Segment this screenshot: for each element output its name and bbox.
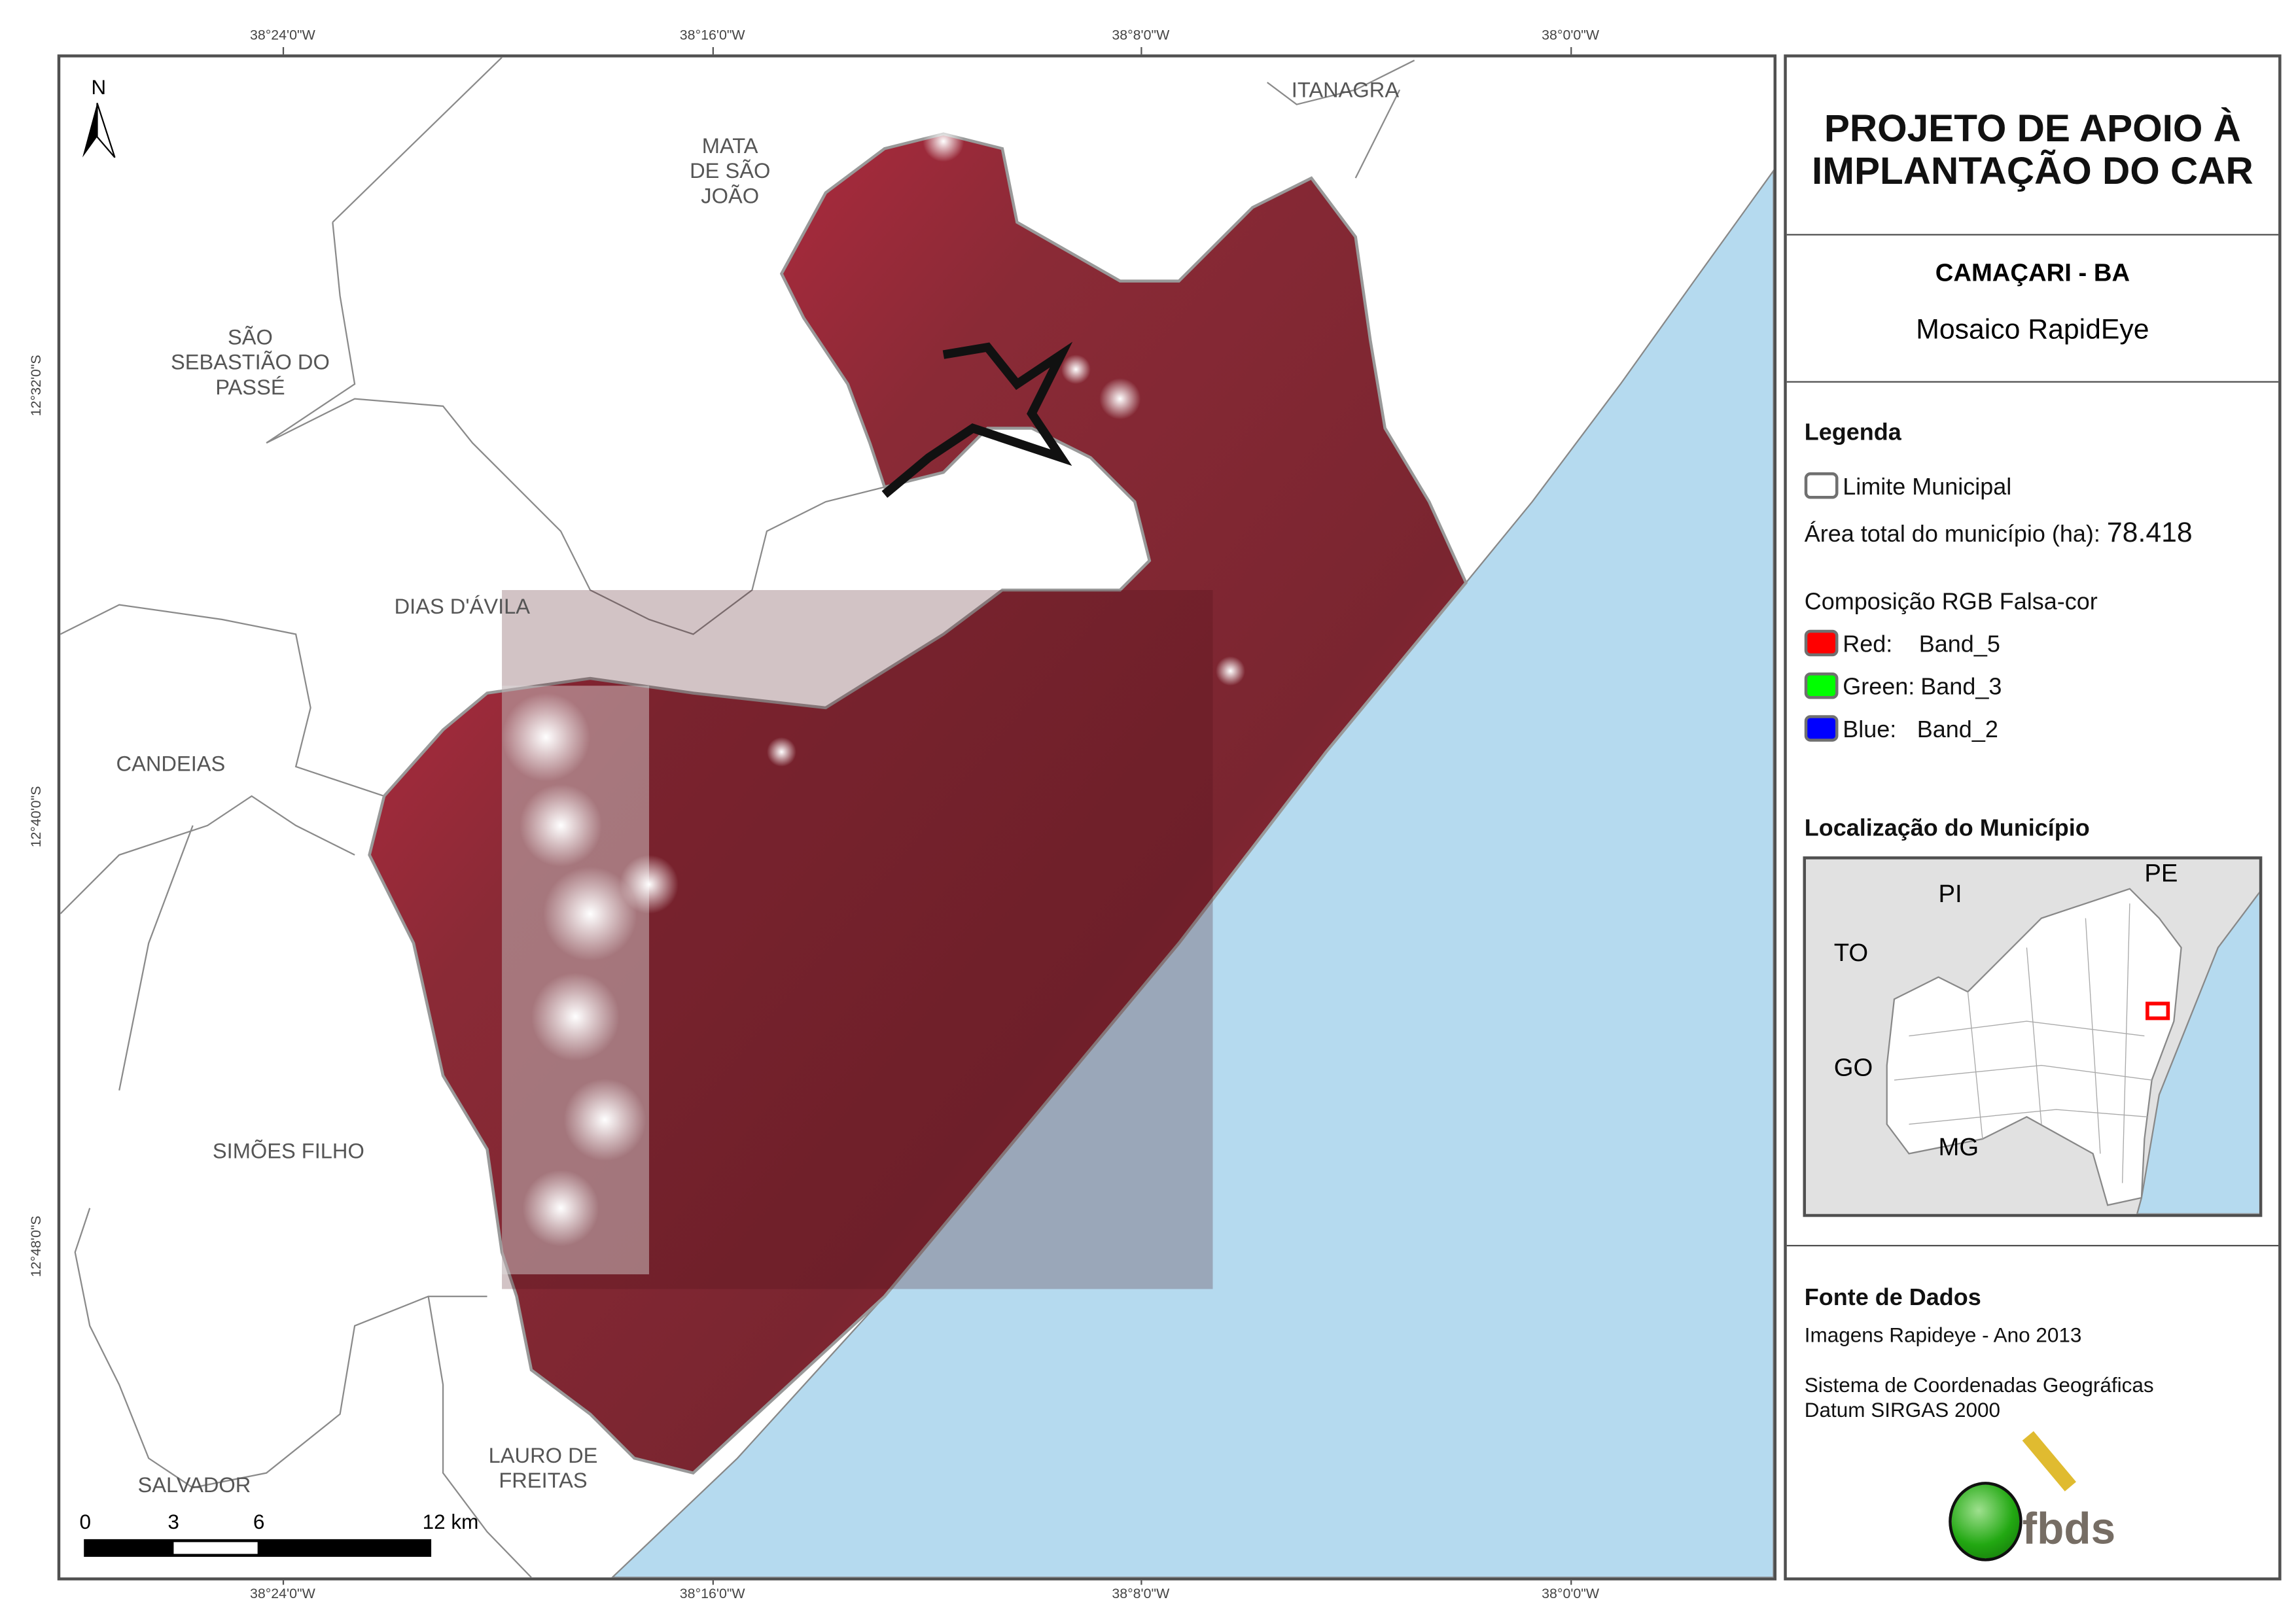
sources-heading: Fonte de Dados — [1804, 1285, 1981, 1312]
tick — [1140, 46, 1142, 56]
sources-crs: Sistema de Coordenadas Geográficas — [1804, 1372, 2154, 1397]
state-pe: PE — [2144, 859, 2178, 888]
coord-top-1: 38°24'0"W — [249, 27, 315, 44]
label-itanagra: ITANAGRA — [1291, 79, 1400, 103]
logo-circle — [1949, 1482, 2022, 1562]
coord-bottom-3: 38°8'0"W — [1112, 1586, 1170, 1603]
state-pi: PI — [1938, 880, 1962, 908]
state-go: GO — [1833, 1053, 1873, 1082]
scale-tick-6: 6 — [253, 1509, 265, 1533]
coord-left-1: 12°32'0"S — [28, 355, 45, 417]
coord-bottom-2: 38°16'0"W — [679, 1586, 745, 1603]
mosaic-subtitle: Mosaico RapidEye — [1916, 315, 2149, 346]
title-line-2: IMPLANTAÇÃO DO CAR — [1812, 148, 2253, 193]
state-to: TO — [1833, 939, 1869, 967]
band-channel: Red: — [1843, 633, 1893, 658]
coord-bottom-1: 38°24'0"W — [249, 1586, 315, 1603]
legend-panel: PROJETO DE APOIO À IMPLANTAÇÃO DO CAR CA… — [1784, 54, 2282, 1580]
label-sao-1: SÃO — [227, 326, 273, 351]
fbds-logo: fbds — [1946, 1431, 2137, 1562]
inset-canvas — [1886, 888, 2259, 1214]
band-name: Band_2 — [1916, 718, 1998, 743]
north-label: N — [91, 75, 107, 99]
band-channel: Green: — [1843, 675, 1915, 701]
north-arrow-icon — [82, 103, 116, 158]
band-name: Band_5 — [1918, 633, 2000, 658]
label-simoes-filho: SIMÕES FILHO — [212, 1140, 364, 1164]
coord-bottom-4: 38°0'0"W — [1542, 1586, 1600, 1603]
logo-bar — [2022, 1431, 2076, 1492]
area-row: Área total do município (ha): 78.418 — [1805, 518, 2193, 550]
tick — [1570, 46, 1572, 56]
label-sao-2: SEBASTIÃO DO — [170, 351, 330, 375]
scale-tick-3: 3 — [168, 1509, 179, 1533]
tick — [712, 46, 714, 56]
coord-top-3: 38°8'0"W — [1112, 27, 1170, 44]
band-red: Red: Band_5 — [1804, 629, 2000, 659]
scale-bar — [84, 1539, 432, 1557]
coord-left-2: 12°40'0"S — [28, 786, 45, 848]
label-lauro-1: LAURO DE — [488, 1444, 598, 1469]
coord-top-2: 38°16'0"W — [679, 27, 745, 44]
legend-heading: Legenda — [1804, 421, 1901, 446]
label-mata-3: JOÃO — [701, 185, 760, 209]
label-sao-3: PASSÉ — [215, 376, 285, 400]
clouds — [502, 120, 1245, 1247]
scale-tick-12: 12 km — [422, 1509, 479, 1533]
scale-tick-0: 0 — [79, 1509, 92, 1533]
composition-label: Composição RGB Falsa-cor — [1804, 590, 2098, 616]
blue-swatch — [1804, 715, 1839, 742]
area-value: 78.418 — [2106, 517, 2193, 550]
municipal-boundaries — [60, 57, 1415, 1578]
sources-datum: Datum SIRGAS 2000 — [1804, 1397, 2001, 1422]
red-swatch — [1804, 629, 1839, 657]
map-canvas — [60, 57, 1774, 1578]
title-line-1: PROJETO DE APOIO À — [1824, 105, 2241, 150]
logo-text: fbds — [2022, 1505, 2116, 1554]
location-heading: Localização do Município — [1804, 816, 2090, 842]
subtitle-section: CAMAÇARI - BA Mosaico RapidEye — [1786, 236, 2279, 383]
label-mata-2: DE SÃO — [690, 160, 771, 184]
location-marker — [2146, 1002, 2170, 1021]
coord-top-4: 38°0'0"W — [1542, 27, 1600, 44]
area-label: Área total do município (ha): — [1804, 522, 2100, 548]
municipality-name: CAMAÇARI - BA — [1935, 258, 2130, 287]
label-salvador: SALVADOR — [137, 1474, 251, 1498]
state-mg: MG — [1938, 1133, 1979, 1161]
label-lauro-2: FREITAS — [499, 1470, 588, 1494]
camacari-municipality — [368, 132, 1468, 1475]
title-section: PROJETO DE APOIO À IMPLANTAÇÃO DO CAR — [1786, 58, 2279, 236]
green-swatch — [1804, 672, 1839, 699]
reservoir — [881, 341, 1073, 498]
main-map[interactable]: N ITANAGRA MATA DE SÃO JOÃO SÃO SEBASTIÃ… — [57, 54, 1777, 1580]
legend-item-boundary: Limite Municipal — [1804, 472, 2012, 502]
label-dias-davila: DIAS D'ÁVILA — [394, 596, 531, 620]
band-green: Green: Band_3 — [1804, 672, 2002, 702]
sources-imagery: Imagens Rapideye - Ano 2013 — [1804, 1323, 2082, 1347]
coord-left-3: 12°48'0"S — [28, 1215, 45, 1278]
boundary-label: Limite Municipal — [1843, 475, 2012, 500]
divider — [1786, 1244, 2279, 1247]
location-inset-map: PI PE TO GO MG — [1803, 856, 2263, 1217]
band-name: Band_3 — [1920, 675, 2002, 701]
band-blue: Blue: Band_2 — [1804, 715, 1998, 744]
boundary-swatch — [1804, 472, 1839, 499]
tick — [282, 46, 285, 56]
band-channel: Blue: — [1843, 718, 1897, 743]
label-candeias: CANDEIAS — [116, 753, 226, 777]
label-mata-1: MATA — [701, 135, 758, 159]
